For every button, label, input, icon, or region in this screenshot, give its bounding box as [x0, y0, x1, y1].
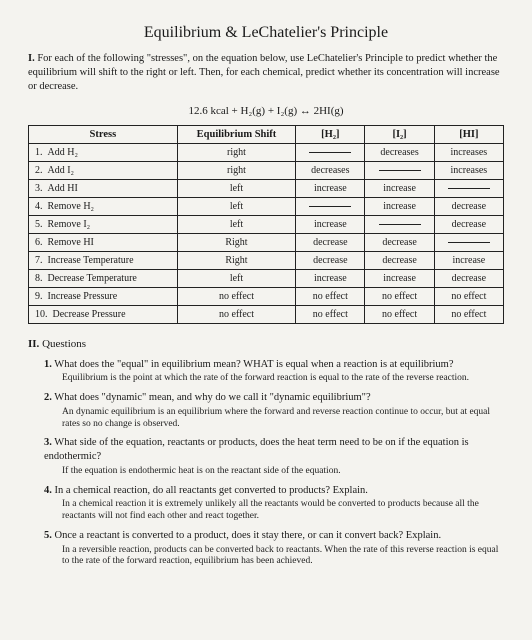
td-h2 [296, 143, 365, 161]
td-stress: 10. Decrease Pressure [29, 305, 178, 323]
td-stress: 2. Add I₂ [29, 161, 178, 179]
equation: 12.6 kcal + H₂(g) + I₂(g) ↔ 2HI(g) [28, 105, 504, 117]
td-stress: 4. Remove H₂ [29, 197, 178, 215]
td-i2: increase [365, 197, 434, 215]
td-i2 [365, 215, 434, 233]
question: 1. What does the "equal" in equilibrium … [44, 358, 504, 372]
question: 5. Once a reactant is converted to a pro… [44, 529, 504, 543]
table-row: 10. Decrease Pressureno effectno effectn… [29, 305, 504, 323]
table-row: 2. Add I₂rightdecreases increases [29, 161, 504, 179]
td-stress: 8. Decrease Temperature [29, 269, 178, 287]
td-shift: left [177, 179, 295, 197]
section1-label: I. [28, 53, 35, 64]
td-shift: no effect [177, 305, 295, 323]
td-i2 [365, 161, 434, 179]
td-i2: increase [365, 179, 434, 197]
td-shift: Right [177, 233, 295, 251]
td-h2: decrease [296, 233, 365, 251]
answer: An dynamic equilibrium is an equilibrium… [62, 407, 504, 431]
section1-intro: I. For each of the following "stresses",… [28, 52, 504, 95]
td-stress: 9. Increase Pressure [29, 287, 178, 305]
td-h2: increase [296, 215, 365, 233]
td-h2 [296, 197, 365, 215]
td-hi: decrease [434, 215, 503, 233]
td-stress: 3. Add HI [29, 179, 178, 197]
section1-text: For each of the following "stresses", on… [28, 53, 500, 92]
question: 4. In a chemical reaction, do all reacta… [44, 484, 504, 498]
question: 3. What side of the equation, reactants … [44, 436, 504, 463]
table-header-row: Stress Equilibrium Shift [H₂] [I₂] [HI] [29, 125, 504, 143]
th-shift: Equilibrium Shift [177, 125, 295, 143]
answer: If the equation is endothermic heat is o… [62, 466, 504, 478]
td-i2: increase [365, 269, 434, 287]
answer: In a chemical reaction it is extremely u… [62, 499, 504, 523]
td-hi: increases [434, 161, 503, 179]
page-title: Equilibrium & LeChatelier's Principle [28, 24, 504, 42]
section2-label: II. [28, 338, 39, 350]
table-row: 1. Add H₂right decreasesincreases [29, 143, 504, 161]
td-hi: no effect [434, 305, 503, 323]
td-shift: Right [177, 251, 295, 269]
table-row: 8. Decrease Temperatureleftincreaseincre… [29, 269, 504, 287]
td-shift: left [177, 269, 295, 287]
td-h2: no effect [296, 287, 365, 305]
table-row: 4. Remove H₂left increasedecrease [29, 197, 504, 215]
td-i2: decrease [365, 251, 434, 269]
td-i2: no effect [365, 287, 434, 305]
section2-heading: II. Questions [28, 338, 504, 350]
table-row: 5. Remove I₂leftincrease decrease [29, 215, 504, 233]
td-stress: 5. Remove I₂ [29, 215, 178, 233]
td-stress: 7. Increase Temperature [29, 251, 178, 269]
td-hi: increase [434, 251, 503, 269]
table-row: 7. Increase TemperatureRightdecreasedecr… [29, 251, 504, 269]
td-shift: right [177, 143, 295, 161]
td-i2: decrease [365, 233, 434, 251]
td-i2: no effect [365, 305, 434, 323]
answer: Equilibrium is the point at which the ra… [62, 373, 504, 385]
td-stress: 6. Remove HI [29, 233, 178, 251]
td-shift: left [177, 197, 295, 215]
td-shift: left [177, 215, 295, 233]
td-shift: right [177, 161, 295, 179]
td-hi [434, 233, 503, 251]
th-h2: [H₂] [296, 125, 365, 143]
table-row: 3. Add HIleftincreaseincrease [29, 179, 504, 197]
td-h2: no effect [296, 305, 365, 323]
table-row: 6. Remove HIRightdecreasedecrease [29, 233, 504, 251]
td-stress: 1. Add H₂ [29, 143, 178, 161]
td-hi: no effect [434, 287, 503, 305]
td-hi: decrease [434, 269, 503, 287]
th-hi: [HI] [434, 125, 503, 143]
answer: In a reversible reaction, products can b… [62, 545, 504, 569]
table-row: 9. Increase Pressureno effectno effectno… [29, 287, 504, 305]
th-i2: [I₂] [365, 125, 434, 143]
question: 2. What does "dynamic" mean, and why do … [44, 391, 504, 405]
lechatelier-table: Stress Equilibrium Shift [H₂] [I₂] [HI] … [28, 125, 504, 324]
th-stress: Stress [29, 125, 178, 143]
td-h2: decreases [296, 161, 365, 179]
td-i2: decreases [365, 143, 434, 161]
questions-block: 1. What does the "equal" in equilibrium … [44, 358, 504, 569]
td-h2: increase [296, 179, 365, 197]
section2-text: Questions [42, 338, 86, 350]
td-hi: decrease [434, 197, 503, 215]
td-h2: decrease [296, 251, 365, 269]
td-hi: increases [434, 143, 503, 161]
td-hi [434, 179, 503, 197]
td-shift: no effect [177, 287, 295, 305]
td-h2: increase [296, 269, 365, 287]
